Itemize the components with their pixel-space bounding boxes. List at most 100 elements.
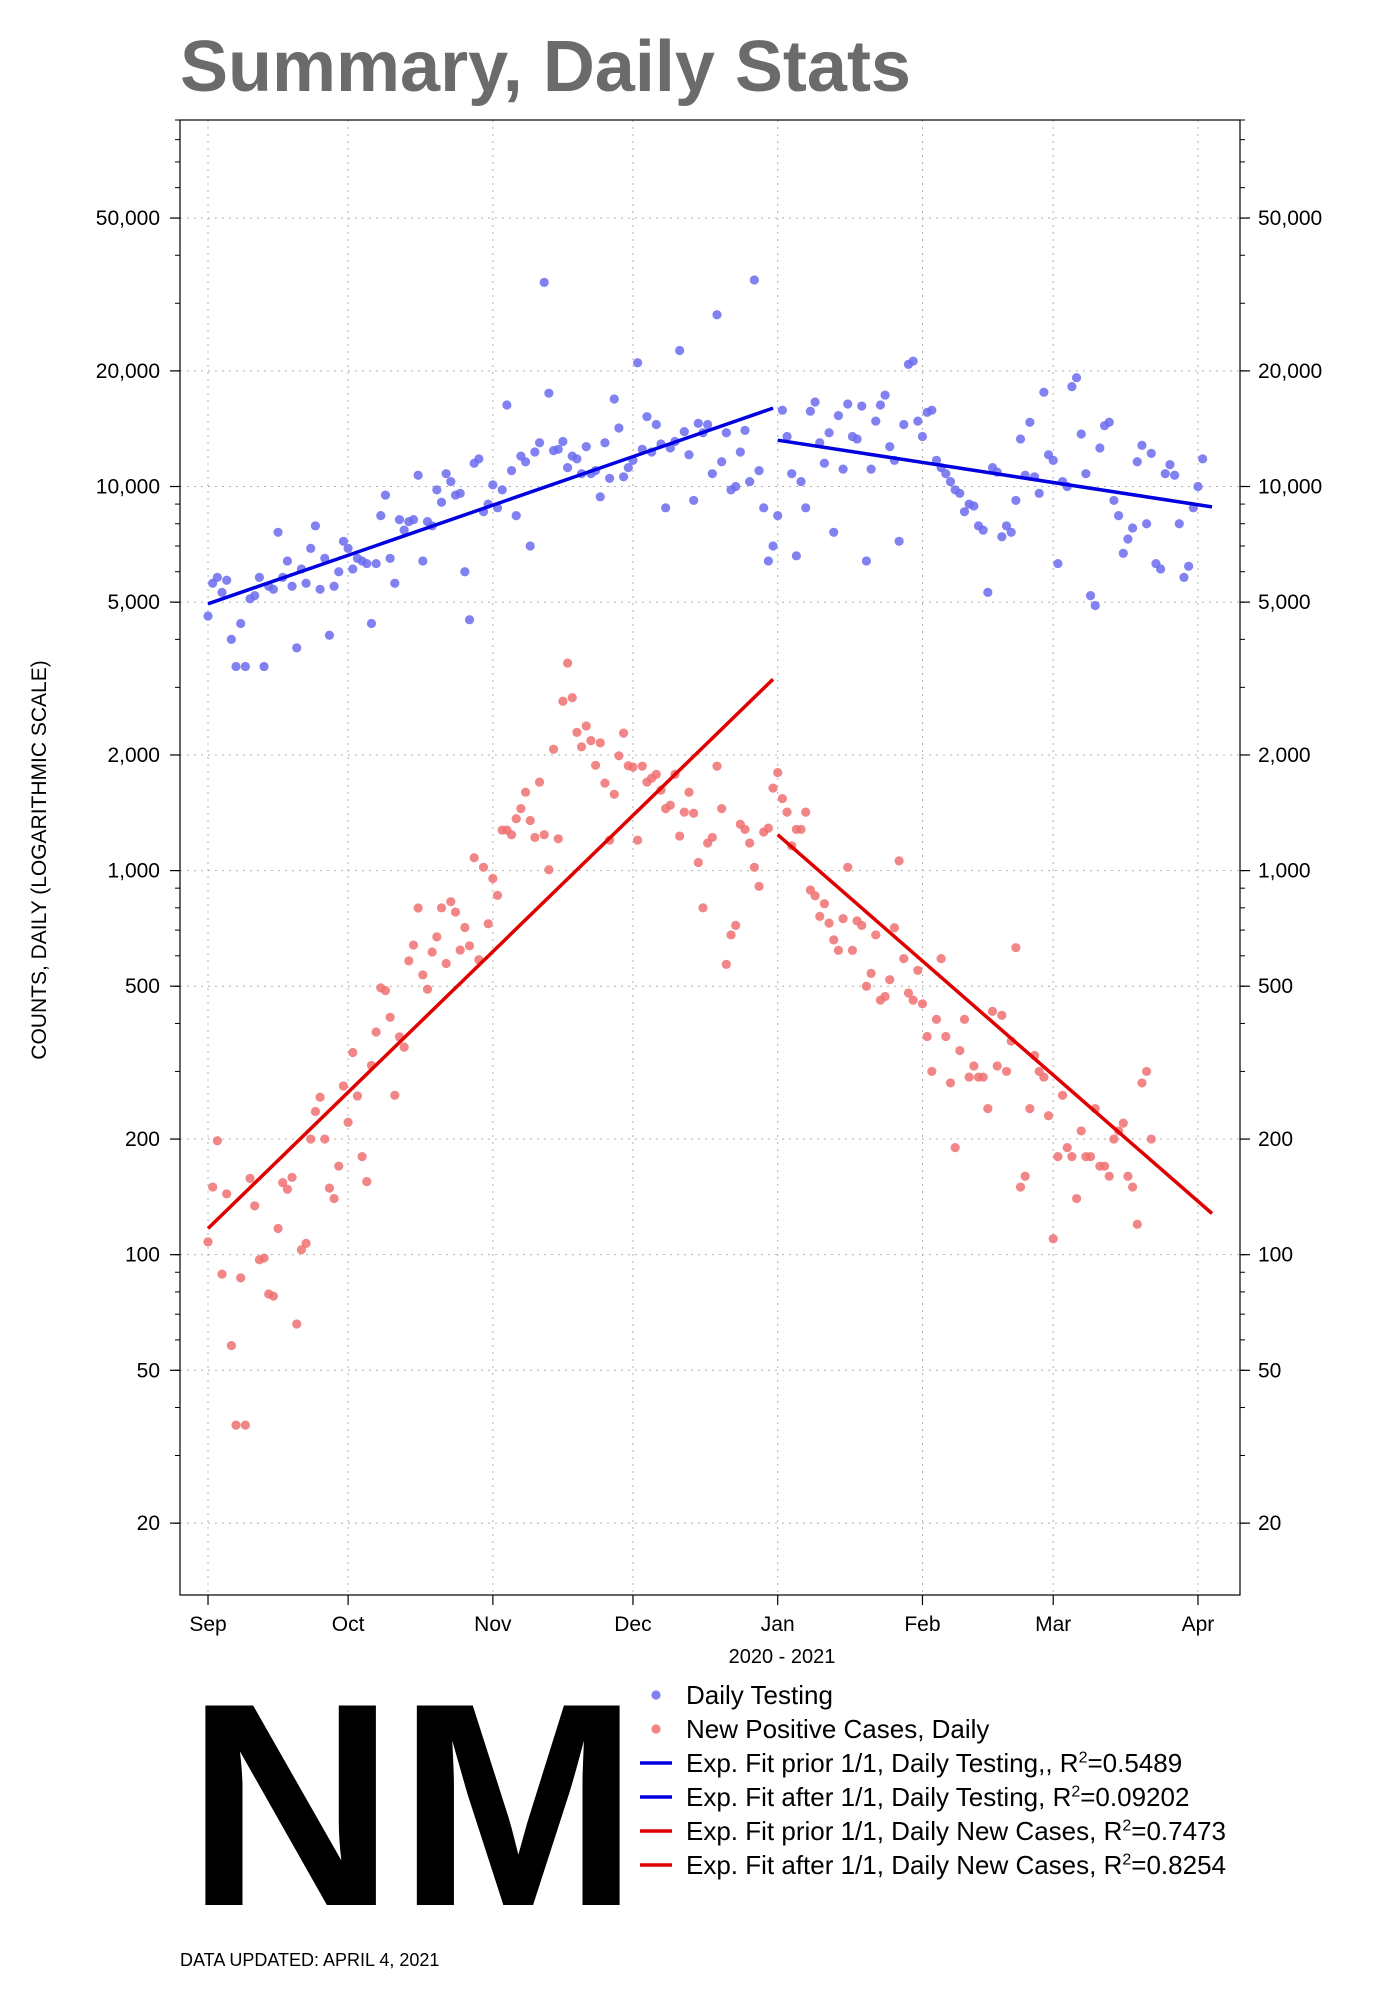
testing-point <box>1015 434 1026 444</box>
testing-point <box>801 503 811 513</box>
cases-point <box>861 981 872 991</box>
testing-point <box>539 277 549 287</box>
cases-point <box>796 824 806 835</box>
testing-point <box>712 310 722 320</box>
testing-point <box>562 463 573 473</box>
testing-point <box>371 558 381 569</box>
y-tick-label-right: 1,000 <box>1258 860 1311 883</box>
testing-point <box>885 442 895 452</box>
testing-point <box>413 470 423 480</box>
testing-point <box>880 390 890 400</box>
y-tick-label-left: 100 <box>125 1244 160 1267</box>
testing-point <box>782 431 792 442</box>
r-squared-exponent: 2 <box>1122 1851 1132 1869</box>
cases-point <box>590 760 601 770</box>
testing-point <box>455 488 465 498</box>
testing-point <box>390 578 400 588</box>
cases-point <box>1067 1152 1077 1162</box>
cases-point <box>885 975 895 985</box>
cases-point <box>628 762 638 772</box>
testing-point <box>348 564 358 574</box>
testing-point <box>707 469 717 479</box>
testing-point <box>978 525 988 535</box>
testing-point <box>259 661 269 672</box>
testing-point <box>829 527 839 537</box>
testing-point <box>394 515 405 525</box>
cases-point <box>651 769 661 780</box>
cases-point <box>600 778 610 788</box>
cases-point <box>259 1253 269 1263</box>
testing-point <box>525 541 535 551</box>
cases-point <box>894 856 904 866</box>
cases-point <box>782 807 792 817</box>
cases-point <box>567 693 577 703</box>
cases-point <box>222 1189 232 1199</box>
cases-point <box>441 958 451 969</box>
testing-point <box>1109 495 1119 506</box>
testing-point <box>520 457 531 467</box>
testing-point <box>310 521 321 531</box>
cases-point <box>506 830 517 840</box>
cases-point <box>217 1269 227 1279</box>
testing-point <box>754 466 764 476</box>
y-tick-label-right: 5,000 <box>1258 591 1311 614</box>
testing-point <box>703 419 713 430</box>
r-squared-exponent: 2 <box>1071 1783 1081 1801</box>
cases-point <box>1039 1072 1049 1082</box>
cases-point <box>357 1152 367 1162</box>
testing-point <box>623 463 633 473</box>
y-tick-label-right: 20,000 <box>1258 360 1322 383</box>
testing-point <box>609 394 619 404</box>
cases-point <box>983 1104 993 1114</box>
cases-point <box>1127 1182 1138 1192</box>
x-tick-label: Nov <box>474 1613 512 1636</box>
cases-point <box>231 1420 241 1430</box>
testing-point <box>997 532 1007 542</box>
cases-point <box>889 923 900 933</box>
cases-point <box>553 834 563 844</box>
cases-point <box>329 1193 339 1204</box>
cases-point <box>992 1061 1002 1071</box>
testing-point <box>287 581 297 591</box>
cases-point <box>1043 1111 1054 1121</box>
testing-point <box>1085 590 1096 601</box>
cases-point <box>460 922 470 933</box>
cases-point <box>464 941 475 951</box>
testing-point <box>871 416 881 426</box>
cases-point <box>572 727 582 737</box>
y-tick-label-left: 10,000 <box>96 476 160 499</box>
r-squared-exponent: 2 <box>1122 1817 1132 1835</box>
testing-point <box>236 618 246 629</box>
testing-point <box>684 450 694 460</box>
testing-point <box>460 567 470 577</box>
testing-point <box>497 485 507 495</box>
cases-point <box>1025 1104 1035 1114</box>
legend-label: New Positive Cases, Daily <box>686 1712 989 1746</box>
x-tick-label: Mar <box>1035 1613 1071 1636</box>
testing-point <box>969 501 979 511</box>
cases-point <box>917 999 928 1009</box>
testing-point <box>693 418 703 428</box>
testing-point <box>581 442 591 452</box>
fit-line <box>206 677 775 1230</box>
testing-point <box>436 497 447 507</box>
cases-point <box>927 1066 937 1077</box>
testing-point <box>717 457 727 467</box>
cases-point <box>278 1178 288 1188</box>
testing-point <box>768 541 778 551</box>
testing-point <box>838 464 848 474</box>
cases-point <box>1057 1090 1068 1100</box>
cases-point <box>390 1090 400 1100</box>
y-tick-label-left: 20 <box>137 1512 160 1535</box>
y-tick-label-right: 200 <box>1258 1128 1293 1151</box>
testing-point <box>810 397 820 407</box>
cases-point <box>343 1117 353 1128</box>
cases-point <box>1020 1171 1030 1181</box>
fit-line <box>777 438 1213 509</box>
cases-point <box>857 920 867 930</box>
cases-point <box>548 744 559 754</box>
cases-point <box>1104 1171 1114 1181</box>
cases-point <box>488 873 498 884</box>
cases-point <box>712 761 722 771</box>
